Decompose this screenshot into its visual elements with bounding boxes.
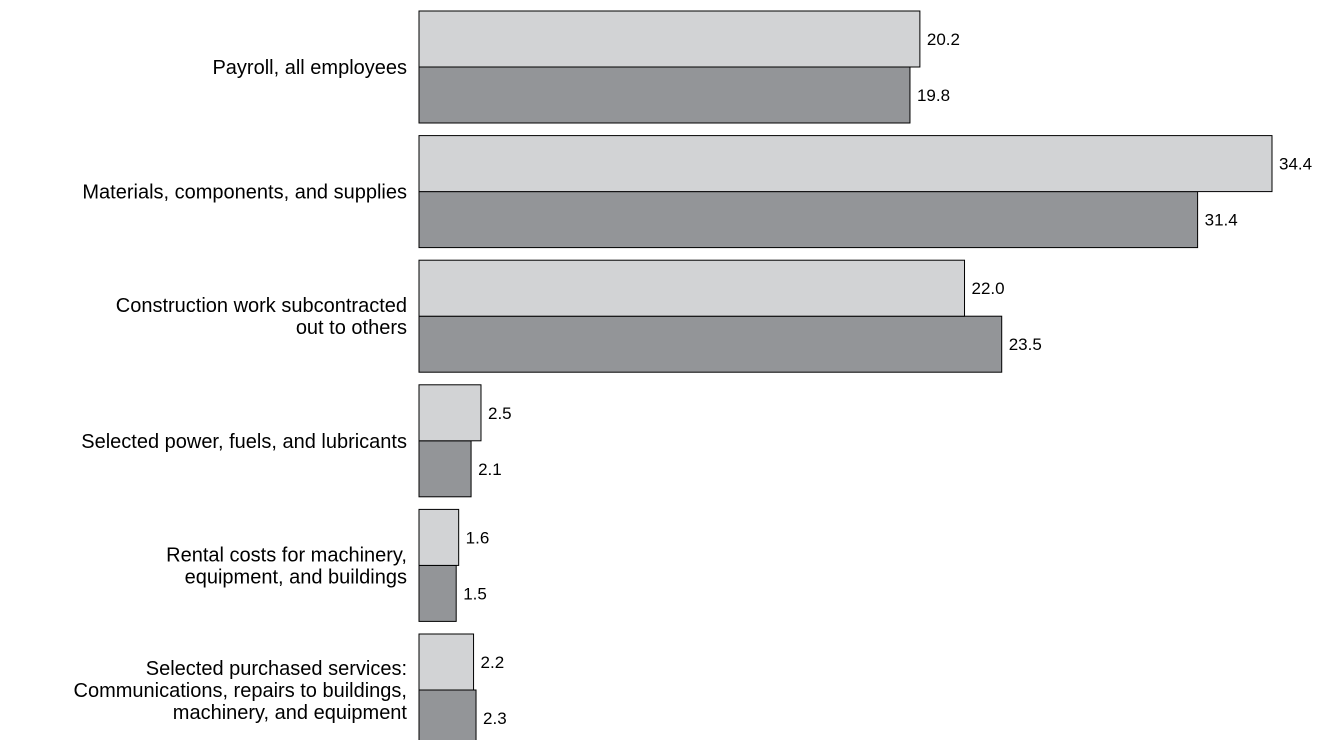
category-label-2: Materials, components, and supplies	[82, 182, 407, 204]
value-label-dark-4: 2.1	[478, 460, 502, 479]
bar-dark-3	[418, 315, 1003, 373]
category-label-line: Construction work subcontracted	[116, 295, 407, 317]
category-label-line: machinery, and equipment	[173, 702, 408, 724]
labels-layer: 19.8 20.2 Payroll, all employees 31.4 34.4 Ma…	[74, 30, 1313, 728]
category-label-line: Materials, components, and supplies	[82, 182, 407, 204]
value-label-light-2: 34.4	[1279, 155, 1312, 174]
category-label-1: Payroll, all employees	[212, 57, 407, 79]
value-label-dark-3: 23.5	[1009, 335, 1042, 354]
value-label-dark-1: 19.8	[917, 86, 950, 105]
value-label-light-4: 2.5	[488, 404, 512, 423]
value-label-light-1: 20.2	[927, 30, 960, 49]
value-label-light-3: 22.0	[972, 279, 1005, 298]
category-label-4: Selected power, fuels, and lubricants	[81, 431, 407, 453]
category-label-line: out to others	[296, 317, 407, 339]
bar-dark-2	[418, 191, 1199, 249]
category-label-6: Selected purchased services: Communicatio…	[74, 658, 408, 724]
bar-light-4	[418, 384, 482, 442]
bar-light-2	[418, 135, 1273, 193]
value-label-light-5: 1.6	[466, 528, 490, 547]
category-label-line: Rental costs for machinery,	[166, 544, 407, 566]
bar-dark-1	[418, 66, 911, 124]
bar-dark-6	[418, 689, 477, 740]
bar-light-6	[418, 633, 475, 691]
category-label-5: Rental costs for machinery, equipment, an…	[166, 544, 407, 588]
bar-dark-5	[418, 564, 457, 622]
category-label-line: Payroll, all employees	[212, 57, 407, 79]
bar-light-1	[418, 10, 921, 68]
bar-light-5	[418, 508, 460, 566]
value-label-dark-2: 31.4	[1205, 211, 1238, 230]
value-label-dark-6: 2.3	[483, 709, 507, 728]
category-label-line: Selected power, fuels, and lubricants	[81, 431, 407, 453]
category-label-line: Communications, repairs to buildings,	[74, 680, 408, 702]
category-label-3: Construction work subcontracted out to ot…	[116, 295, 407, 339]
value-label-dark-5: 1.5	[463, 584, 487, 603]
value-label-light-6: 2.2	[481, 653, 505, 672]
bars-layer	[418, 10, 1273, 740]
bar-dark-4	[418, 440, 472, 498]
bar-light-3	[418, 259, 966, 317]
category-label-line: Selected purchased services:	[146, 658, 407, 680]
category-label-line: equipment, and buildings	[185, 566, 407, 588]
